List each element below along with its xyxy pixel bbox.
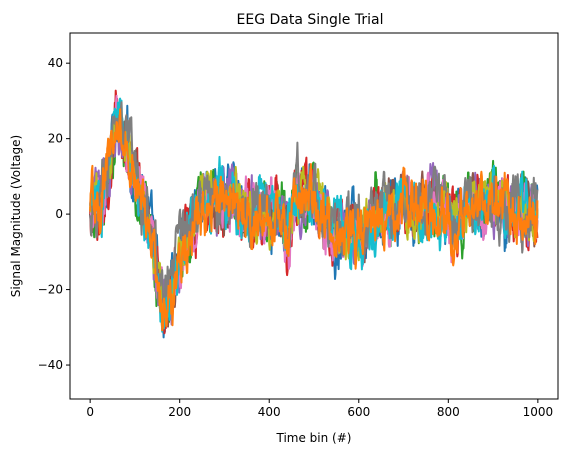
x-tick-label: 600 [347, 405, 370, 419]
x-axis-label: Time bin (#) [276, 431, 352, 445]
y-ticks: −40 −20 0 20 40 [38, 56, 70, 372]
x-tick-label: 800 [437, 405, 460, 419]
y-tick-label: −20 [38, 283, 63, 297]
y-tick-label: 40 [48, 56, 63, 70]
y-tick-label: −40 [38, 358, 63, 372]
x-tick-label: 0 [86, 405, 94, 419]
x-ticks: 0 200 400 600 800 1000 [86, 399, 553, 419]
y-tick-label: 20 [48, 132, 63, 146]
y-tick-label: 0 [55, 207, 63, 221]
y-axis-label: Signal Magnitude (Voltage) [9, 135, 23, 297]
x-tick-label: 400 [258, 405, 281, 419]
series-line-10 [89, 108, 539, 332]
chart-title: EEG Data Single Trial [237, 12, 384, 28]
x-tick-label: 1000 [523, 405, 554, 419]
plot-frame [69, 32, 559, 400]
plot-lines [89, 89, 539, 339]
x-tick-label: 200 [168, 405, 191, 419]
